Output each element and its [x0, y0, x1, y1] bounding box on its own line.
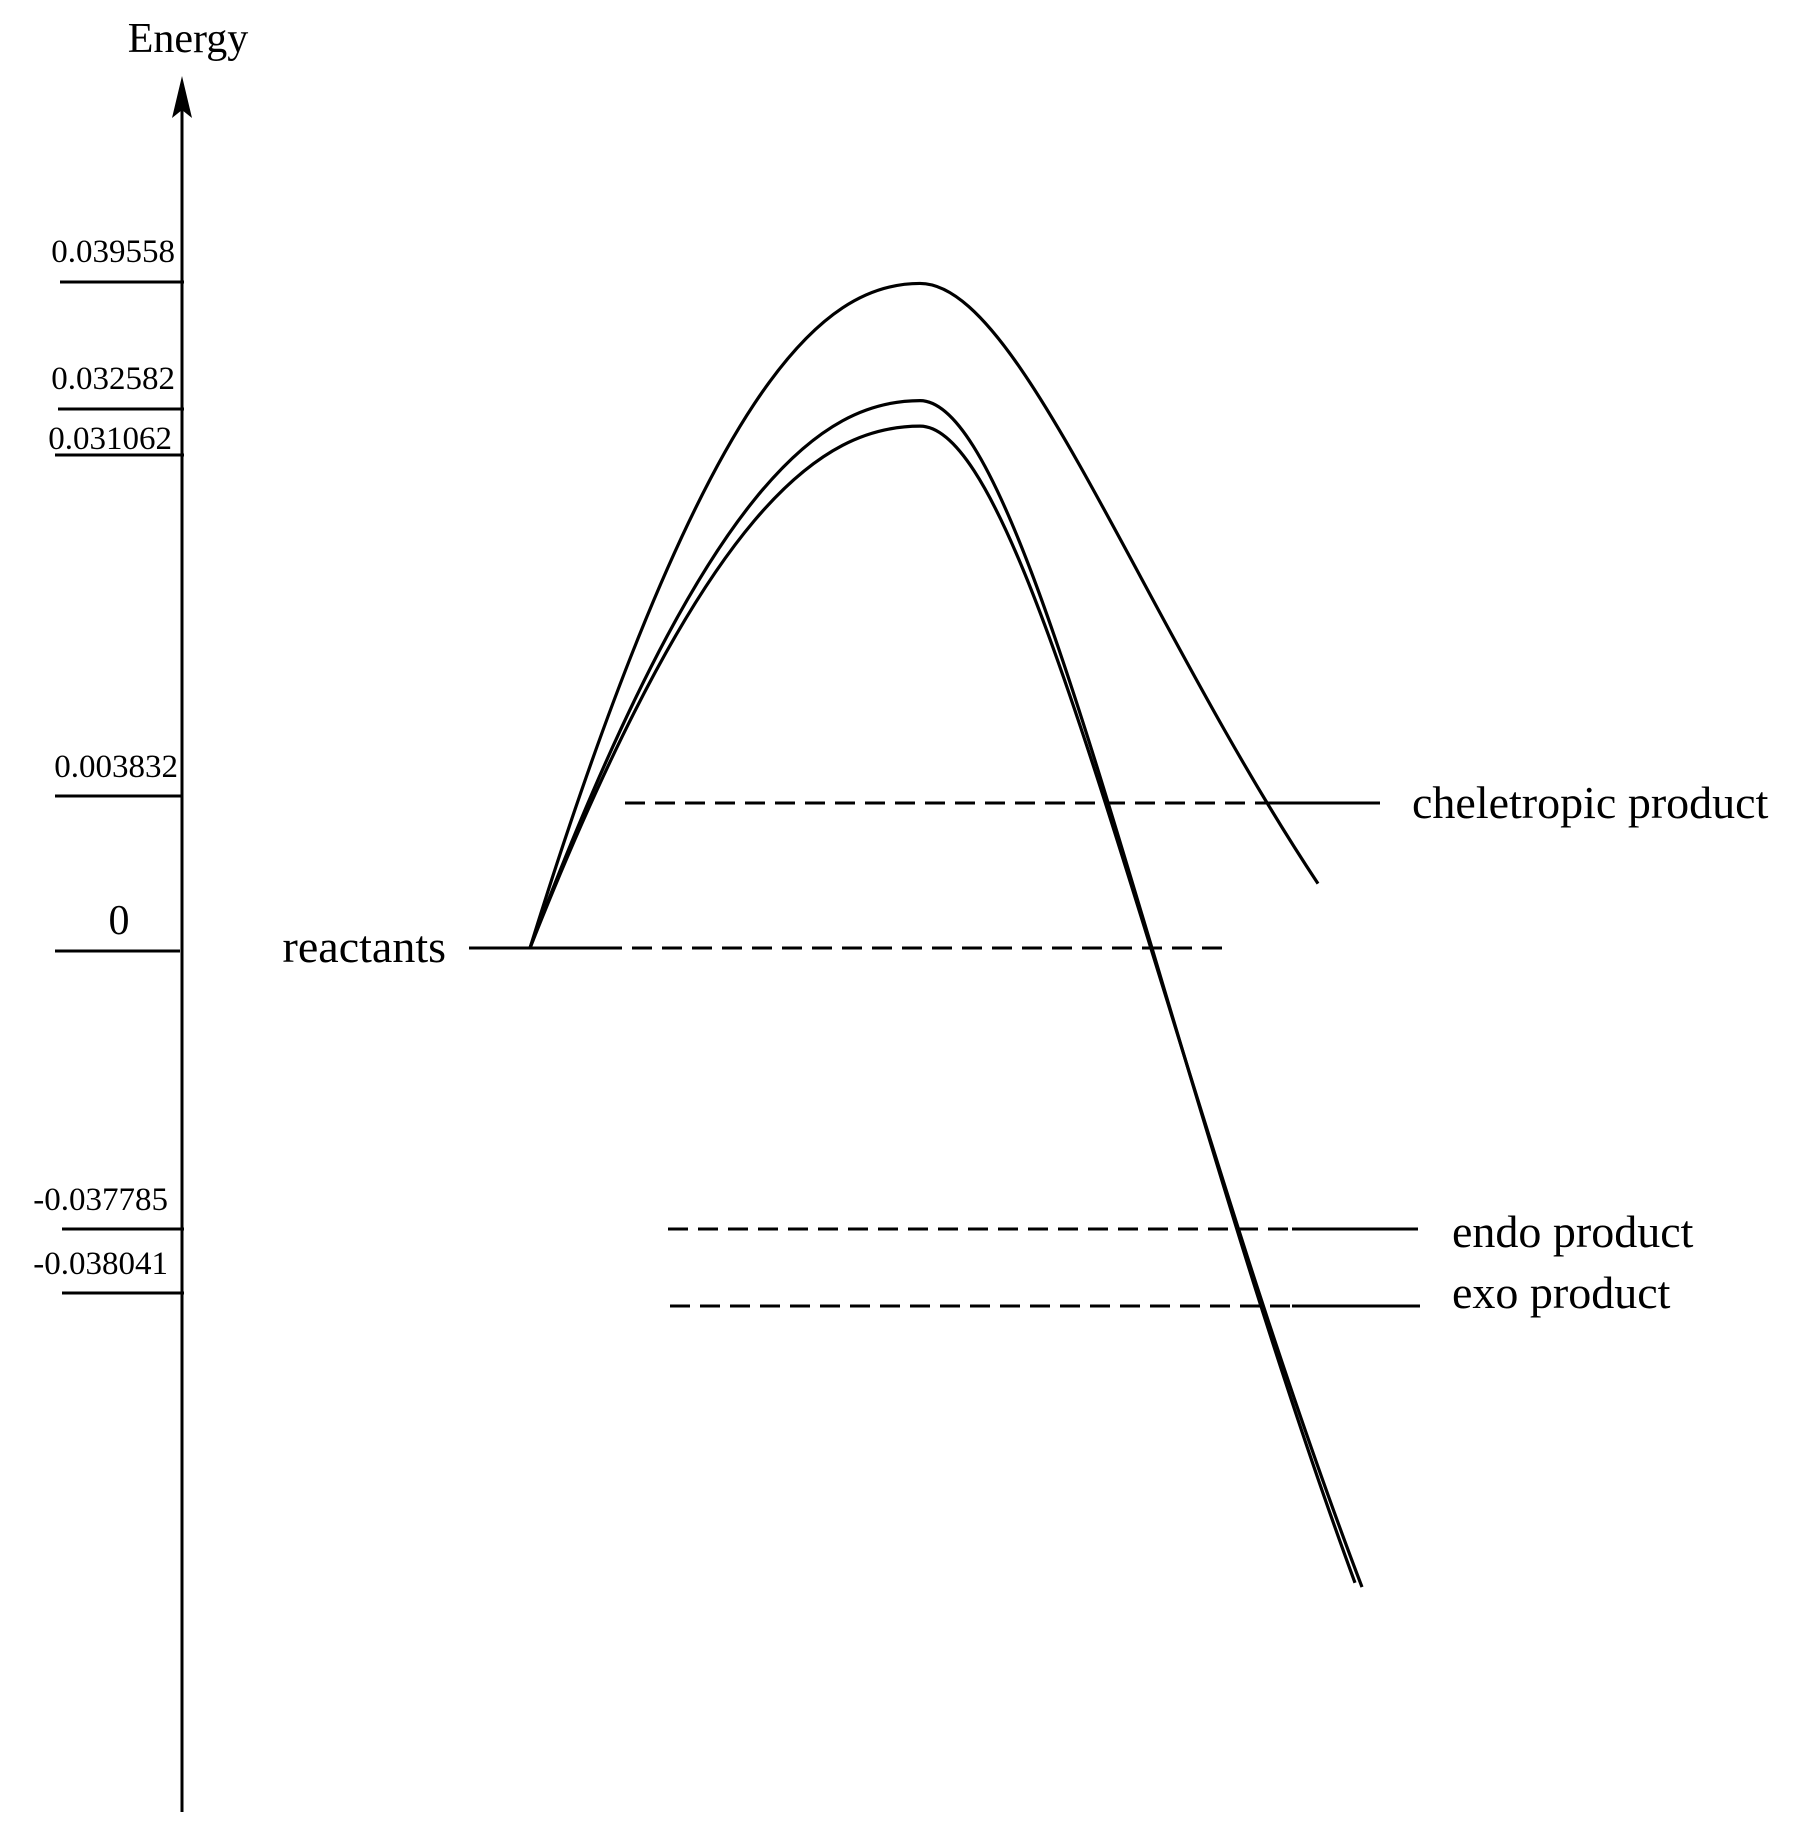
reactants-label: reactants [283, 921, 446, 972]
reaction-curves [528, 281, 1364, 1588]
y-tick-label-5: -0.037785 [33, 1182, 168, 1218]
y-axis-arrow-icon [172, 76, 192, 118]
curve-cheletropic-product [528, 281, 1320, 949]
y-axis-title: Energy [128, 16, 249, 62]
exo-product-label: exo product [1452, 1267, 1671, 1318]
curve-endo-product [528, 399, 1357, 1584]
y-tick-label-0: 0.039558 [51, 234, 175, 270]
y-tick-label-4: 0 [109, 898, 130, 944]
endo-product-label: endo product [1452, 1206, 1694, 1257]
y-tick-label-3: 0.003832 [54, 749, 178, 785]
cheletropic-product-label: cheletropic product [1412, 777, 1769, 828]
y-tick-label-6: -0.038041 [33, 1246, 168, 1282]
curve-exo-product [528, 424, 1364, 1588]
y-tick-label-2: 0.031062 [48, 421, 172, 457]
y-tick-label-1: 0.032582 [51, 361, 175, 397]
